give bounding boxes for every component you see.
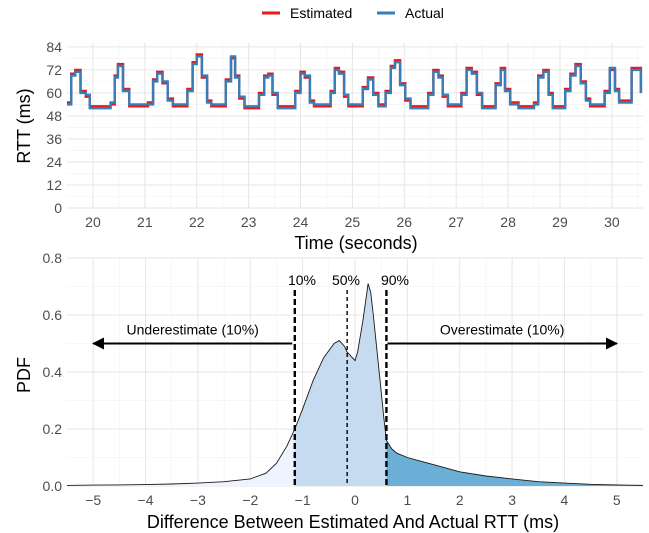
top-y-tick-label: 48	[46, 108, 62, 124]
bottom-x-axis-title: Difference Between Estimated And Actual …	[147, 512, 559, 532]
actual-line	[67, 55, 643, 110]
top-x-tick-label: 22	[189, 214, 205, 230]
bottom-x-tick-label: −5	[85, 492, 101, 508]
bottom-x-tick-label: 2	[456, 492, 464, 508]
top-y-axis-title: RTT (ms)	[14, 88, 34, 163]
legend: Estimated Actual	[262, 5, 444, 21]
legend-estimated-label: Estimated	[290, 5, 352, 21]
pdf-filled-regions	[67, 283, 643, 486]
bottom-x-tick-label: 3	[508, 492, 516, 508]
bottom-x-tick-label: −4	[138, 492, 154, 508]
annotation-label: Underestimate (10%)	[127, 322, 259, 338]
top-x-tick-label: 21	[137, 214, 153, 230]
top-x-tick-label: 24	[293, 214, 309, 230]
bottom-x-tick-label: −1	[295, 492, 311, 508]
top-gridlines	[67, 43, 643, 209]
top-x-tick-label: 20	[85, 214, 101, 230]
annotation-label: Overestimate (10%)	[440, 322, 564, 338]
bottom-x-tick-label: 0	[351, 492, 359, 508]
bottom-x-tick-label: −3	[190, 492, 206, 508]
bottom-y-tick-labels: 0.0 0.2 0.4 0.6 0.8	[43, 250, 63, 494]
estimate-annotations: Underestimate (10%) Overestimate (10%)	[91, 322, 619, 350]
bottom-y-axis-title: PDF	[14, 357, 34, 393]
pdf-region-middle	[294, 283, 387, 486]
estimated-line	[67, 53, 643, 110]
bottom-y-tick-label: 0.0	[43, 478, 63, 494]
bottom-x-tick-label: 5	[613, 492, 621, 508]
quantile-label: 90%	[381, 272, 409, 288]
top-y-tick-label: 12	[46, 177, 62, 193]
pdf-region-underestimate	[67, 429, 295, 486]
bottom-x-tick-label: 1	[403, 492, 411, 508]
top-x-tick-label: 29	[552, 214, 568, 230]
bottom-x-tick-label: 4	[561, 492, 569, 508]
top-x-tick-label: 25	[345, 214, 361, 230]
top-x-axis-title: Time (seconds)	[294, 233, 417, 253]
top-x-tick-label: 23	[241, 214, 257, 230]
quantile-label: 10%	[288, 272, 316, 288]
top-x-tick-label: 26	[397, 214, 413, 230]
top-y-tick-labels: 0 12 24 36 48 60 72 84	[46, 39, 62, 216]
top-x-tick-label: 30	[604, 214, 620, 230]
bottom-x-tick-labels: −5 −4 −3 −2 −1 0 1 2 3 4 5	[85, 492, 621, 508]
top-x-tick-label: 27	[448, 214, 464, 230]
top-y-tick-label: 24	[46, 154, 62, 170]
difference-pdf-chart: 10% 50% 90% Underestimate (10%) Overestimat…	[14, 250, 644, 532]
top-x-tick-labels: 20 21 22 23 24 25 26 27 28 29 30	[85, 214, 620, 230]
quantile-label: 50%	[332, 272, 360, 288]
bottom-y-tick-label: 0.6	[43, 307, 63, 323]
bottom-y-tick-label: 0.4	[43, 364, 63, 380]
top-series-lines	[67, 53, 643, 110]
bottom-x-tick-label: −2	[242, 492, 258, 508]
top-y-tick-label: 84	[46, 39, 62, 55]
bottom-y-tick-label: 0.2	[43, 421, 63, 437]
bottom-y-tick-label: 0.8	[43, 250, 63, 266]
rtt-timeseries-chart: 0 12 24 36 48 60 72 84 20 21 22 23 24 25 26 27 28 29 30 T…	[14, 39, 643, 253]
legend-actual-label: Actual	[405, 5, 444, 21]
top-x-tick-label: 28	[500, 214, 516, 230]
top-y-tick-label: 72	[46, 62, 62, 78]
top-y-tick-label: 36	[46, 131, 62, 147]
top-y-tick-label: 0	[54, 200, 62, 216]
pdf-region-overestimate	[386, 440, 643, 486]
top-y-tick-label: 60	[46, 85, 62, 101]
pdf-curve	[66, 283, 644, 486]
quantile-lines: 10% 50% 90%	[288, 272, 409, 486]
bottom-gridlines	[67, 257, 643, 487]
pdf-curve-line	[66, 283, 644, 486]
